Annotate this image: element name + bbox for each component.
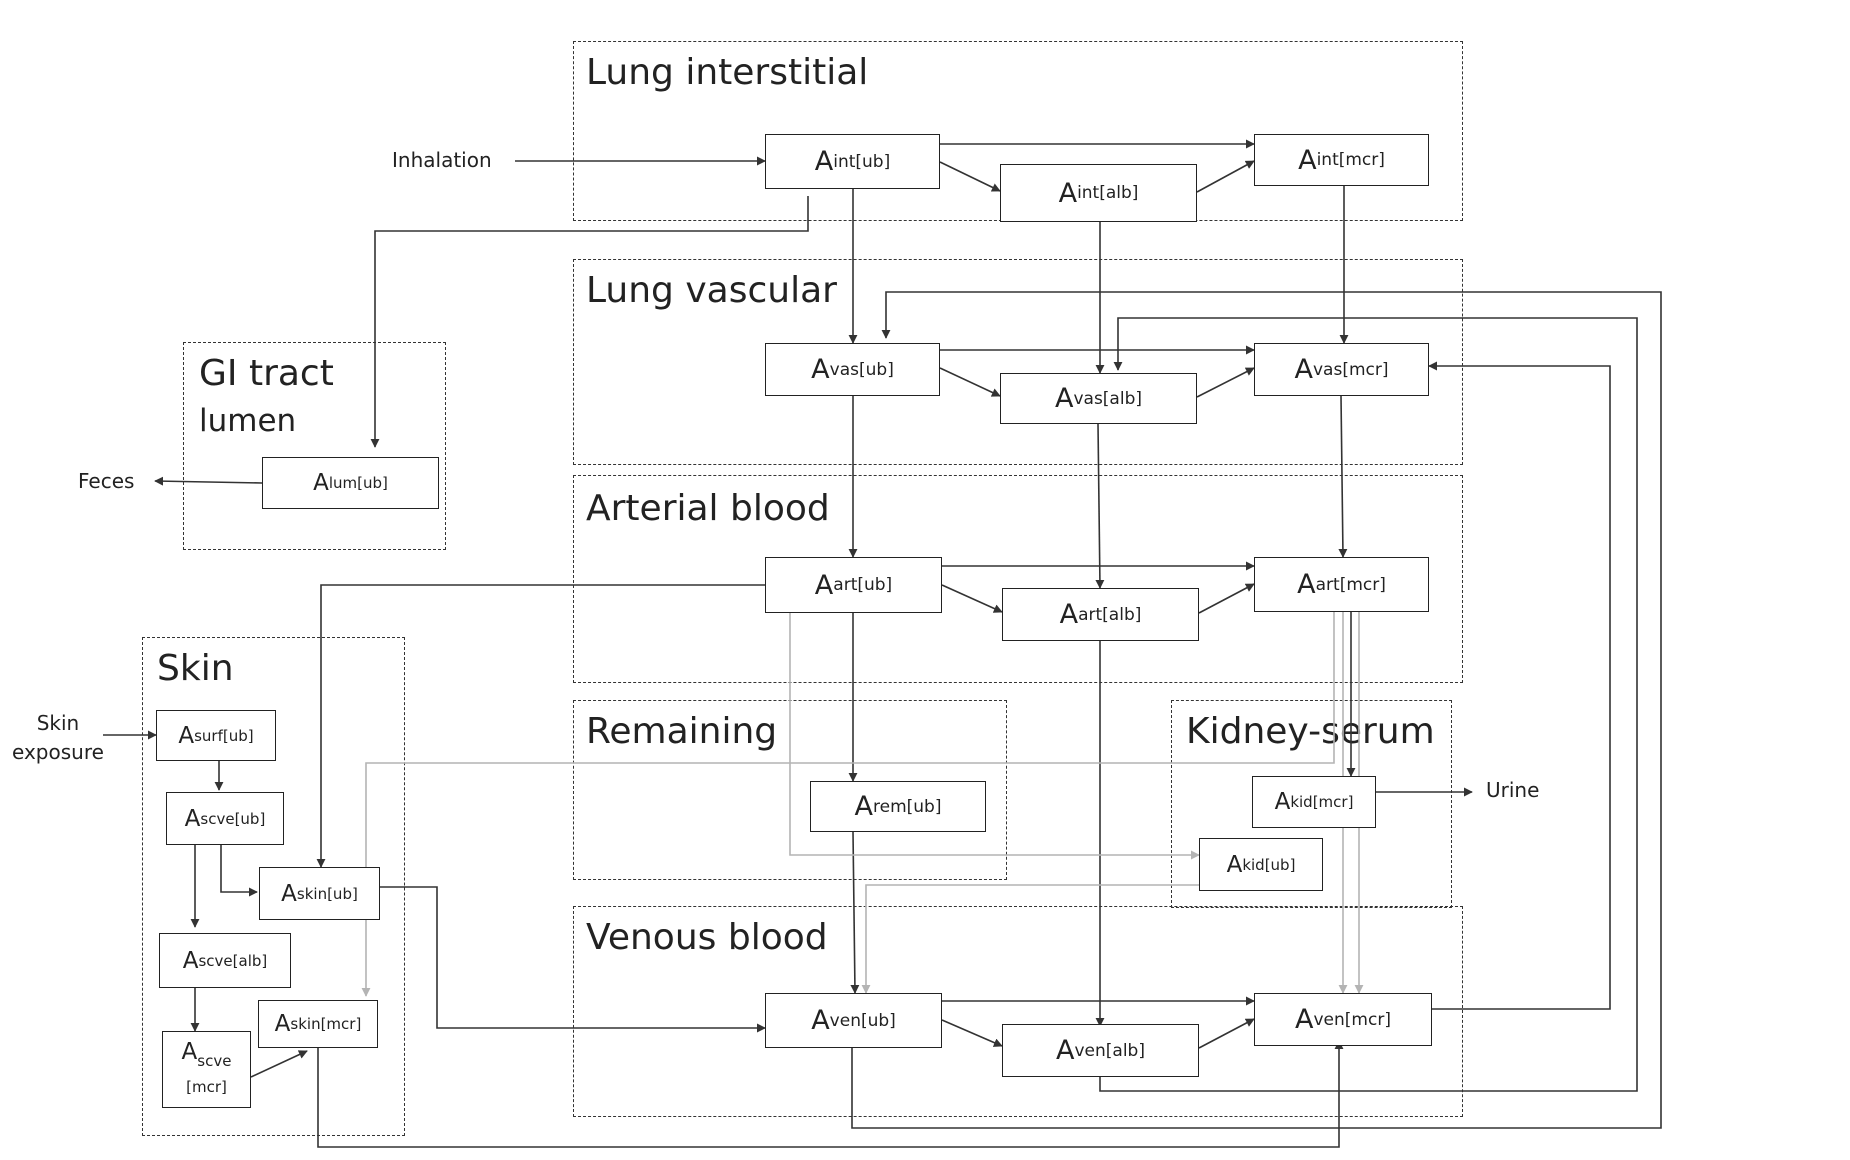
- compartment-title: Skin: [157, 648, 234, 689]
- compartment-gi-tract-lumen: GI tract lumen: [183, 342, 446, 550]
- label-inhalation: Inhalation: [392, 148, 492, 172]
- compartment-kidney-serum: Kidney-serum: [1171, 700, 1452, 908]
- compartment-title: Remaining: [586, 711, 778, 752]
- arrow-ven-alb-to-vas-alb: [1099, 317, 1638, 1092]
- arrow-lum-ub-to-feces: [154, 476, 263, 486]
- arrow-ven-mcr-to-vas-mcr: [1428, 361, 1611, 1010]
- arrow-int-ub-to-lum-ub: [370, 196, 809, 448]
- arrow-art-ub-to-art-alb: [941, 584, 1003, 613]
- compartment-lung-vascular: Lung vascular: [573, 259, 1463, 465]
- label-feces: Feces: [78, 469, 135, 493]
- label-skin-exposure-line2: exposure: [12, 740, 104, 764]
- arrow-scve-mcr-to-skin-mcr: [250, 1050, 308, 1078]
- arrow-ven-ub-to-ven-alb: [941, 1019, 1003, 1047]
- compartment-title: Lung vascular: [586, 270, 837, 311]
- compartment-title: Arterial blood: [586, 488, 830, 529]
- arrow-rem-ub-to-ven-ub: [850, 831, 860, 994]
- compartment-title: Venous blood: [586, 917, 828, 958]
- arrow-ven-alb-to-ven-mcr: [1198, 1018, 1255, 1049]
- arrow-ven-ub-to-vas-ub: [851, 291, 1662, 1129]
- label-skin-exposure: Skin exposure: [12, 709, 104, 767]
- arrow-skin-ub-to-ven-ub: [380, 886, 766, 1033]
- arrow-vas-alb-to-vas-mcr: [1196, 367, 1255, 398]
- arrow-skin-mcr-to-ven-mcr: [317, 1040, 1344, 1148]
- arrow-vas-mcr-to-art-mcr: [1338, 395, 1348, 558]
- compartment-title: Lung interstitial: [586, 52, 869, 93]
- arrow-int-alb-to-int-mcr: [1196, 160, 1255, 193]
- compartment-title: GI tract: [199, 353, 334, 394]
- arrow-vas-ub-to-vas-alb: [939, 367, 1001, 397]
- compartment-skin: Skin: [142, 637, 405, 1136]
- compartment-title-line2: lumen: [199, 403, 297, 439]
- arrow-art-alb-to-art-mcr: [1198, 583, 1255, 614]
- arrow-scve-ub-to-skin-ub: [220, 845, 258, 897]
- compartment-arterial-blood: Arterial blood: [573, 475, 1463, 683]
- compartment-venous-blood: Venous blood: [573, 906, 1463, 1117]
- arrow-art-ub-to-kid-ub: [789, 613, 1200, 860]
- arrow-kid-ub-to-ven-ub: [861, 884, 1199, 994]
- label-skin-exposure-line1: Skin: [36, 711, 80, 735]
- node-a-scve-mcr: Ascve [mcr]: [162, 1031, 251, 1108]
- arrow-vas-alb-to-art-alb: [1095, 423, 1105, 589]
- label-urine: Urine: [1486, 778, 1540, 802]
- arrow-art-ub-to-skin-ub: [316, 584, 765, 868]
- compartment-title: Kidney-serum: [1186, 711, 1435, 752]
- arrow-int-ub-to-int-alb: [939, 161, 1001, 192]
